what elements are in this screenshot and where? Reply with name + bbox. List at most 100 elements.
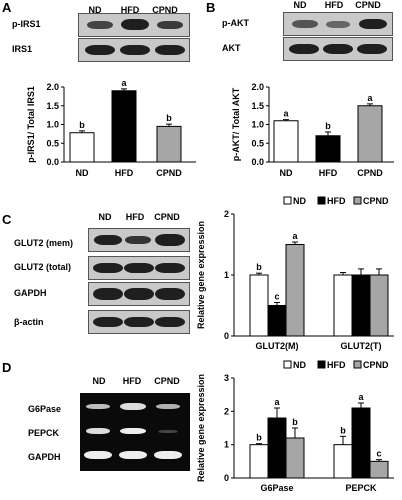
bar-cpnd <box>156 125 182 163</box>
bar-cpnd <box>285 437 305 479</box>
significance-label: a <box>292 231 298 241</box>
significance-label: a <box>367 93 373 103</box>
bar-cpnd <box>369 460 389 479</box>
legend-label: CPND <box>363 360 389 370</box>
significance-label: b <box>256 262 262 272</box>
x-tick-label: HFD <box>319 168 338 178</box>
lane-label-hfd: HFD <box>324 0 344 10</box>
y-axis-label: p-AKT/ Total AKT <box>231 87 241 161</box>
bar-hfd <box>315 135 341 163</box>
legend-swatch-cpnd <box>353 360 362 369</box>
y-axis-label: Relative gene expression <box>196 221 206 329</box>
legend-swatch-cpnd <box>353 196 362 205</box>
bar-hfd <box>111 90 137 163</box>
bar-cpnd <box>285 244 305 337</box>
significance-label: b <box>166 113 172 123</box>
y-tick-label: 1.5 <box>46 101 59 111</box>
blot-row-label: IRS1 <box>12 44 33 54</box>
significance-label: a <box>121 78 127 88</box>
lane-label-nd: ND <box>88 5 102 15</box>
significance-label: a <box>358 392 364 402</box>
y-tick-label: 0.5 <box>251 138 264 148</box>
x-tick-label: CPND <box>357 168 383 178</box>
bar-cpnd <box>369 274 389 337</box>
western-blot-strip <box>283 12 393 36</box>
significance-label: a <box>274 397 280 407</box>
y-tick-label: 0 <box>224 331 229 341</box>
significance-label: b <box>256 433 262 443</box>
x-tick-label: ND <box>280 168 293 178</box>
legend-label: ND <box>293 360 306 370</box>
panel-letter-d: D <box>2 360 12 375</box>
gel-row-label: PEPCK <box>28 428 60 438</box>
y-tick-label: 3 <box>224 373 229 383</box>
western-blot-strip <box>78 38 190 62</box>
significance-label: b <box>325 121 331 131</box>
lane-label-nd: ND <box>98 212 112 222</box>
y-tick-label: 1 <box>224 440 229 450</box>
western-blot-strip <box>88 256 190 280</box>
bar-nd <box>273 120 299 163</box>
y-tick-label: 2 <box>224 406 229 416</box>
agarose-gel <box>80 393 190 471</box>
bar-nd <box>333 274 353 337</box>
y-tick-label: 2.0 <box>46 82 59 92</box>
blot-row-label: AKT <box>222 43 241 53</box>
x-tick-label: PEPCK <box>345 483 377 493</box>
lane-label-hfd: HFD <box>125 212 145 222</box>
y-tick-label: 1 <box>224 270 229 280</box>
western-blot-strip <box>88 228 190 252</box>
legend-label: HFD <box>327 360 346 370</box>
significance-label: b <box>340 425 346 435</box>
y-tick-label: 2.0 <box>251 82 264 92</box>
x-tick-label: CPND <box>156 168 182 178</box>
legend-swatch-hfd <box>317 196 326 205</box>
bar-hfd <box>267 417 287 479</box>
lane-label-cpnd: CPND <box>152 5 178 15</box>
x-tick-label: ND <box>76 168 89 178</box>
lane-label-cpnd: CPND <box>355 0 381 10</box>
significance-label: c <box>376 449 381 459</box>
y-tick-label: 0.5 <box>46 138 59 148</box>
bar-nd <box>69 132 95 163</box>
significance-label: c <box>274 291 279 301</box>
blot-row-label: GAPDH <box>14 288 47 298</box>
bar-hfd <box>351 274 371 337</box>
western-blot-strip <box>283 37 393 61</box>
y-tick-label: 2 <box>224 209 229 219</box>
legend-swatch-nd <box>283 196 292 205</box>
legend-swatch-nd <box>283 360 292 369</box>
blot-row-label: p-AKT <box>222 18 249 28</box>
lane-label-hfd: HFD <box>122 376 142 386</box>
panel-letter-b: B <box>206 0 216 15</box>
western-blot-strip <box>88 310 190 334</box>
legend-label: HFD <box>327 196 346 206</box>
x-tick-label: GLUT2(T) <box>341 341 382 351</box>
bar-nd <box>249 444 269 479</box>
western-blot-strip <box>88 282 190 306</box>
gel-row-label: G6Pase <box>28 404 62 414</box>
lane-label-cpnd: CPND <box>154 376 180 386</box>
lane-label-nd: ND <box>293 0 307 10</box>
bar-hfd <box>351 407 371 479</box>
y-tick-label: 1.0 <box>46 120 59 130</box>
significance-label: b <box>292 417 298 427</box>
bar-cpnd <box>357 105 383 163</box>
bar-nd <box>333 444 353 479</box>
blot-row-label: GLUT2 (total) <box>14 262 71 272</box>
x-tick-label: HFD <box>115 168 134 178</box>
blot-row-label: p-IRS1 <box>12 19 41 29</box>
legend-label: CPND <box>363 196 389 206</box>
panel-letter-a: A <box>2 0 12 15</box>
y-axis-label: p-IRS1/ Total IRS1 <box>26 86 36 163</box>
bar-hfd <box>267 305 287 337</box>
lane-label-nd: ND <box>92 376 106 386</box>
legend-label: ND <box>293 196 306 206</box>
y-axis-label: Relative gene expression <box>196 374 206 482</box>
panel-letter-c: C <box>2 212 12 227</box>
lane-label-hfd: HFD <box>120 5 140 15</box>
blot-row-label: β-actin <box>14 317 44 327</box>
y-tick-label: 1.5 <box>251 101 264 111</box>
significance-label: a <box>283 109 289 119</box>
